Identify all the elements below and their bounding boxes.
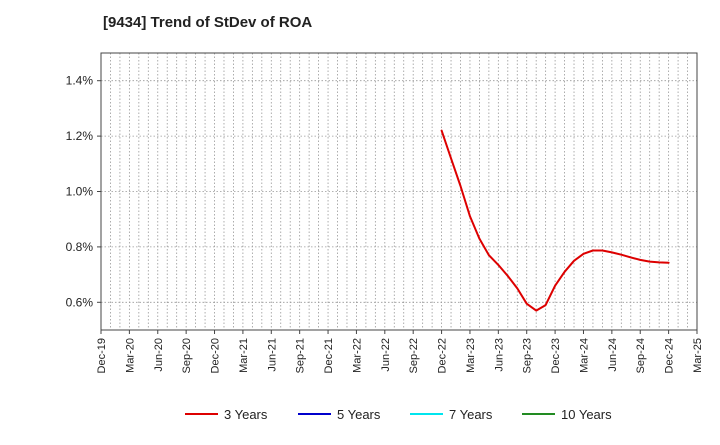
series-line — [440, 129, 670, 312]
y-tick-label: 0.6% — [66, 295, 94, 309]
x-tick-label: Mar-25 — [692, 338, 704, 373]
x-tick-label: Dec-21 — [323, 338, 335, 373]
x-tick-label: Dec-23 — [550, 338, 562, 373]
x-tick-label: Jun-21 — [266, 338, 278, 372]
x-tick-label: Dec-22 — [437, 338, 449, 373]
x-tick-label: Jun-22 — [380, 338, 392, 372]
x-tick-label: Sep-23 — [522, 338, 534, 373]
x-tick-label: Jun-24 — [607, 338, 619, 372]
y-tick-label: 1.0% — [66, 185, 94, 199]
legend-label: 3 Years — [224, 407, 268, 422]
chart-title: [9434] Trend of StDev of ROA — [103, 14, 313, 31]
x-tick-label: Sep-21 — [295, 338, 307, 373]
x-tick-label: Mar-21 — [238, 338, 250, 373]
x-tick-label: Sep-24 — [635, 338, 647, 373]
x-tick-label: Sep-22 — [408, 338, 420, 373]
x-tick-label: Mar-22 — [351, 338, 363, 373]
y-tick-label: 0.8% — [66, 240, 94, 254]
x-tick-label: Dec-24 — [664, 338, 676, 373]
x-tick-label: Jun-23 — [493, 338, 505, 372]
x-tick-label: Mar-24 — [578, 338, 590, 373]
legend-label: 10 Years — [561, 407, 612, 422]
x-tick-label: Dec-20 — [210, 338, 222, 373]
y-tick-label: 1.2% — [66, 129, 94, 143]
y-tick-label: 1.4% — [66, 74, 94, 88]
x-tick-label: Mar-20 — [124, 338, 136, 373]
x-tick-label: Sep-20 — [181, 338, 193, 373]
legend-label: 5 Years — [337, 407, 381, 422]
legend-label: 7 Years — [449, 407, 493, 422]
x-tick-label: Jun-20 — [153, 338, 165, 372]
x-tick-label: Dec-19 — [96, 338, 108, 373]
x-tick-label: Mar-23 — [465, 338, 477, 373]
